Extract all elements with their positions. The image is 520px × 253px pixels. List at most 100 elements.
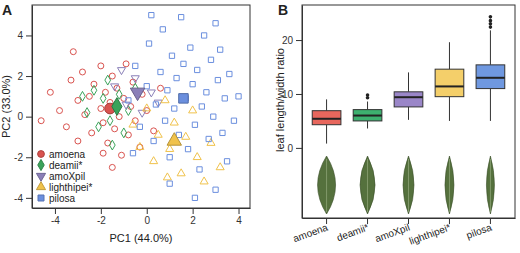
point bbox=[70, 49, 76, 55]
tick-label: -2 bbox=[97, 215, 106, 226]
point bbox=[158, 85, 164, 91]
centroid bbox=[112, 98, 122, 116]
legend: amoenadeamii*amoXpillighthipei*pilosa bbox=[36, 149, 92, 204]
point bbox=[100, 150, 106, 156]
point bbox=[167, 155, 172, 160]
box bbox=[476, 65, 505, 89]
plot-area bbox=[38, 13, 241, 201]
point bbox=[147, 90, 155, 97]
outlier bbox=[489, 19, 493, 23]
tick-mark bbox=[367, 218, 368, 224]
tick-label: -2 bbox=[14, 152, 23, 163]
point bbox=[174, 75, 179, 80]
point bbox=[136, 142, 144, 149]
tick-mark bbox=[239, 208, 240, 214]
whisker-low bbox=[449, 97, 450, 121]
point bbox=[204, 90, 209, 95]
point bbox=[143, 104, 151, 111]
legend-marker bbox=[38, 151, 45, 158]
tick-mark bbox=[26, 198, 32, 199]
point bbox=[151, 128, 157, 134]
axis: amoenadeamii*amoXpillighthipei*pilosa bbox=[292, 218, 516, 247]
tick: 0 bbox=[144, 208, 150, 226]
point bbox=[131, 76, 139, 83]
panel-label: A bbox=[2, 2, 12, 18]
tick-mark bbox=[55, 208, 56, 214]
point bbox=[75, 138, 81, 144]
leaf-vein bbox=[490, 159, 491, 212]
point bbox=[117, 68, 125, 75]
tick-mark bbox=[296, 94, 302, 95]
tick: -2 bbox=[14, 152, 32, 163]
plot-frame bbox=[32, 5, 250, 208]
plot-area bbox=[312, 15, 505, 144]
whisker-low bbox=[490, 89, 491, 121]
legend-label: amoena bbox=[49, 149, 86, 160]
point bbox=[109, 164, 115, 170]
point bbox=[195, 67, 200, 72]
point bbox=[57, 108, 63, 114]
point bbox=[227, 71, 232, 76]
leaf-vein bbox=[367, 159, 368, 212]
tick: -4 bbox=[51, 208, 60, 226]
tick-mark bbox=[147, 208, 148, 214]
point bbox=[80, 91, 86, 101]
point bbox=[189, 106, 197, 113]
point bbox=[96, 122, 102, 132]
leaf-image bbox=[360, 156, 375, 214]
tick: 0 bbox=[17, 111, 32, 122]
leaf-vein bbox=[449, 159, 450, 212]
tick-label: lighthipei* bbox=[408, 222, 453, 247]
point bbox=[213, 187, 218, 192]
box bbox=[353, 110, 382, 121]
point bbox=[133, 63, 138, 68]
point bbox=[107, 116, 113, 126]
point bbox=[169, 53, 174, 58]
x-axis-title: PC1 (44.0%) bbox=[110, 232, 173, 244]
tick: -4 bbox=[14, 193, 32, 204]
point bbox=[231, 118, 236, 123]
series bbox=[111, 68, 163, 118]
point bbox=[109, 73, 115, 79]
tick-mark bbox=[449, 218, 450, 224]
point bbox=[199, 104, 204, 109]
median bbox=[394, 96, 423, 98]
legend-item: amoena bbox=[38, 149, 86, 160]
point bbox=[38, 118, 44, 124]
point bbox=[172, 106, 177, 111]
tick-label: deamii* bbox=[335, 222, 370, 244]
point bbox=[193, 153, 201, 160]
point bbox=[177, 169, 185, 176]
tick-label: 4 bbox=[17, 30, 23, 41]
legend-label: deamii* bbox=[49, 160, 82, 171]
point bbox=[179, 15, 184, 20]
point bbox=[163, 173, 171, 180]
median bbox=[353, 115, 382, 117]
axis: -4-2024 bbox=[14, 6, 32, 209]
box bbox=[435, 69, 464, 97]
point bbox=[63, 124, 69, 130]
tick-label: 0 bbox=[287, 143, 293, 154]
point bbox=[162, 118, 167, 123]
y-axis-title: PC2 (33.0%) bbox=[0, 75, 12, 138]
tick-mark bbox=[408, 218, 409, 224]
tick-label: -4 bbox=[14, 193, 23, 204]
centroid bbox=[130, 88, 144, 100]
tick-mark bbox=[26, 117, 32, 118]
tick: -2 bbox=[97, 208, 106, 226]
tick: deamii* bbox=[335, 218, 370, 243]
tick-mark bbox=[296, 148, 302, 149]
point bbox=[126, 98, 131, 103]
leaf-image bbox=[403, 156, 414, 214]
point bbox=[182, 132, 190, 139]
legend-marker bbox=[38, 159, 44, 170]
point bbox=[158, 69, 163, 74]
centroid bbox=[179, 94, 188, 103]
leaf-vein bbox=[408, 159, 409, 212]
point bbox=[208, 57, 213, 62]
median bbox=[312, 118, 341, 120]
legend-item: pilosa bbox=[38, 193, 76, 204]
point bbox=[89, 130, 95, 136]
point bbox=[98, 63, 104, 69]
legend-marker bbox=[36, 173, 45, 181]
